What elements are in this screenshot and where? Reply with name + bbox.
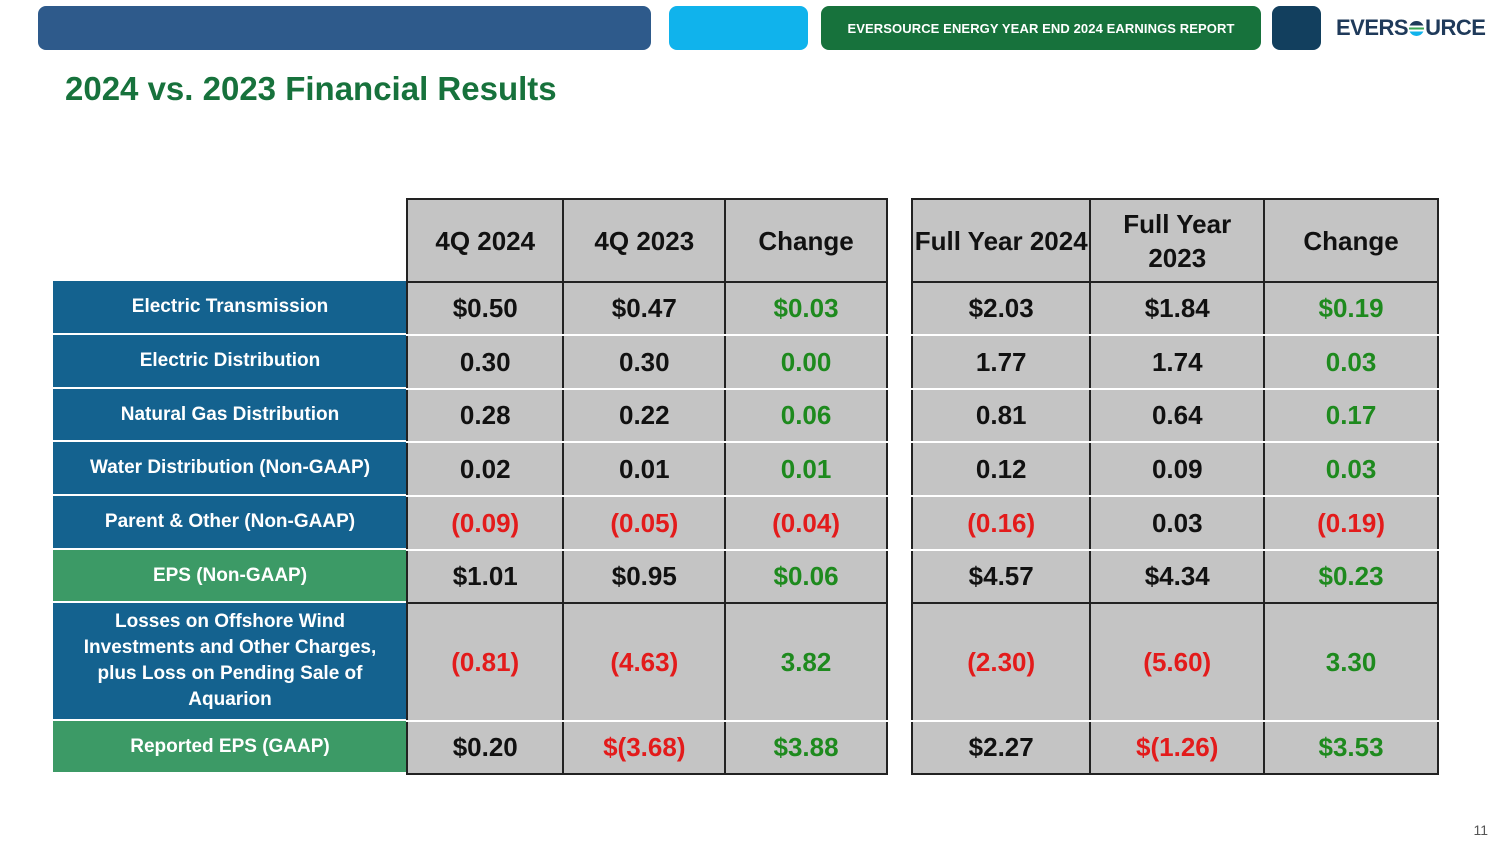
- cell: $0.47: [562, 282, 727, 336]
- logo-text-left: EVERS: [1336, 15, 1409, 40]
- cell: 0.17: [1263, 389, 1439, 443]
- cell: $2.03: [910, 282, 1092, 336]
- column-header: 4Q 2023: [562, 198, 727, 283]
- row-label: EPS (Non-GAAP): [53, 549, 407, 603]
- page-number: 11: [1473, 822, 1488, 838]
- logo-text-right: URCE: [1425, 15, 1486, 40]
- cell: $0.20: [405, 720, 565, 775]
- cell: 0.30: [562, 335, 727, 390]
- eversource-logo: EVERS URCE: [1336, 13, 1486, 43]
- report-label: EVERSOURCE ENERGY YEAR END 2024 EARNINGS…: [821, 6, 1261, 50]
- row-label: Reported EPS (GAAP): [53, 720, 407, 774]
- cell: (0.05): [562, 496, 727, 551]
- cell: 0.28: [405, 389, 565, 443]
- cell: 0.06: [724, 389, 888, 443]
- cell: 1.77: [910, 335, 1092, 390]
- column-header: Full Year 2024: [910, 198, 1092, 283]
- cell: $1.84: [1089, 282, 1266, 336]
- cell: (0.19): [1263, 496, 1439, 551]
- cell: $(3.68): [562, 720, 727, 775]
- cell: 0.00: [724, 335, 888, 390]
- row-label: Electric Transmission: [53, 281, 407, 335]
- cell: 0.81: [910, 389, 1092, 443]
- cell: $2.27: [910, 720, 1092, 775]
- cell: 0.01: [562, 442, 727, 497]
- row-label: Electric Distribution: [53, 334, 407, 389]
- cell: $0.50: [405, 282, 565, 336]
- cell: 0.64: [1089, 389, 1266, 443]
- cell: (2.30): [910, 603, 1092, 722]
- cell: (0.04): [724, 496, 888, 551]
- logo-o-icon: [1409, 20, 1425, 36]
- cell: $0.23: [1263, 549, 1439, 604]
- cell: $0.03: [724, 282, 888, 336]
- cell: $4.34: [1089, 549, 1266, 604]
- cell: 0.12: [910, 442, 1092, 497]
- row-label: Water Distribution (Non-GAAP): [53, 441, 407, 496]
- cell: (0.16): [910, 496, 1092, 551]
- row-label: Natural Gas Distribution: [53, 388, 407, 442]
- cell: (4.63): [562, 603, 727, 722]
- full-year-results-table: Full Year 2024 Full Year 2023 Change $2.…: [910, 198, 1439, 775]
- cell: 3.82: [724, 603, 888, 722]
- column-header: Change: [1263, 198, 1439, 283]
- cell: $3.53: [1263, 720, 1439, 775]
- cell: $1.01: [405, 549, 565, 604]
- cell: 0.01: [724, 442, 888, 497]
- header-bar-cyan: [669, 6, 808, 50]
- cell: $0.19: [1263, 282, 1439, 336]
- header-bar-blue: [38, 6, 651, 50]
- cell: 0.03: [1263, 442, 1439, 497]
- cell: $(1.26): [1089, 720, 1266, 775]
- page-title: 2024 vs. 2023 Financial Results: [65, 70, 557, 107]
- cell: 0.03: [1089, 496, 1266, 551]
- row-labels: Electric Transmission Electric Distribut…: [53, 281, 407, 774]
- quarter-results-table: 4Q 2024 4Q 2023 Change $0.50 $0.47 $0.03 0…: [405, 198, 888, 775]
- cell: 0.03: [1263, 335, 1439, 390]
- cell: 0.02: [405, 442, 565, 497]
- cell: 0.09: [1089, 442, 1266, 497]
- column-header: Change: [724, 198, 888, 283]
- cell: 3.30: [1263, 603, 1439, 722]
- cell: (0.09): [405, 496, 565, 551]
- row-label: Losses on Offshore Wind Investments and …: [53, 602, 407, 721]
- cell: 0.30: [405, 335, 565, 390]
- cell: 1.74: [1089, 335, 1266, 390]
- cell: $0.95: [562, 549, 727, 604]
- column-header: 4Q 2024: [405, 198, 565, 283]
- header-bar-navy: [1272, 6, 1321, 50]
- row-label: Parent & Other (Non-GAAP): [53, 495, 407, 550]
- cell: (5.60): [1089, 603, 1266, 722]
- cell: $0.06: [724, 549, 888, 604]
- cell: $4.57: [910, 549, 1092, 604]
- cell: (0.81): [405, 603, 565, 722]
- cell: 0.22: [562, 389, 727, 443]
- column-header: Full Year 2023: [1089, 198, 1266, 283]
- cell: $3.88: [724, 720, 888, 775]
